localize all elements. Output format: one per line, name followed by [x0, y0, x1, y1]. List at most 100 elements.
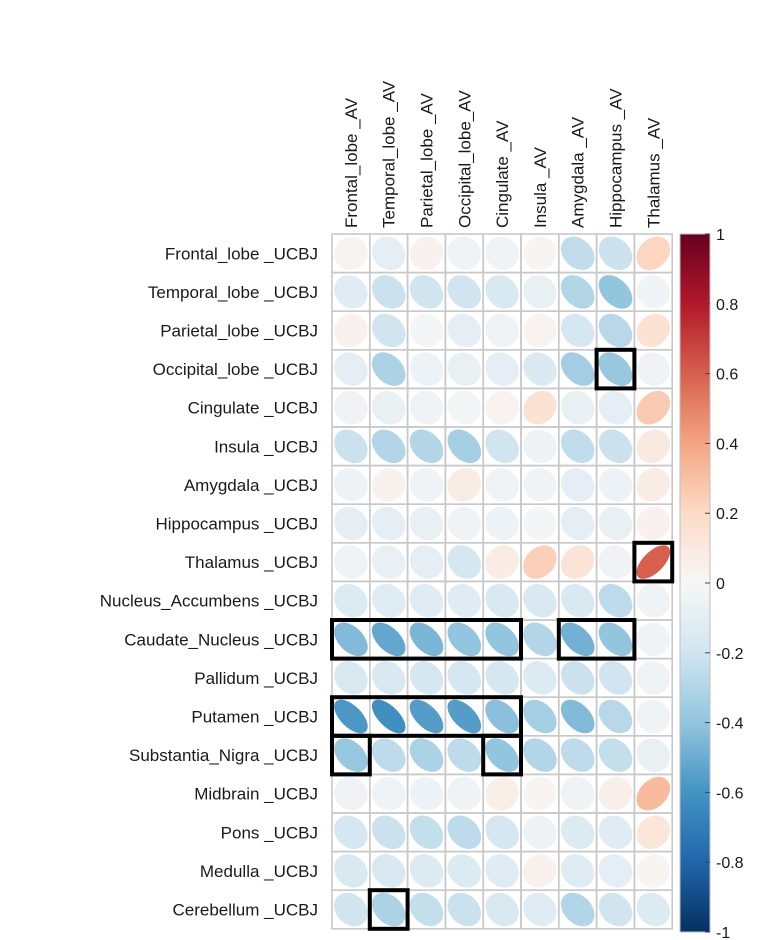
correlation-ellipse: [598, 429, 633, 464]
correlation-ellipse: [523, 275, 557, 309]
correlation-ellipse: [485, 390, 519, 425]
correlation-ellipse: [334, 390, 368, 425]
correlation-ellipse: [371, 661, 406, 695]
correlation-ellipse: [560, 738, 595, 772]
correlation-ellipse: [598, 699, 633, 734]
correlation-ellipse: [560, 699, 595, 734]
row-label: Pons _UCBJ: [221, 823, 318, 842]
row-label: Medulla _UCBJ: [200, 862, 318, 881]
correlation-ellipse: [523, 776, 557, 811]
correlation-ellipse: [598, 390, 633, 425]
correlation-ellipse: [447, 275, 482, 309]
correlation-ellipse: [523, 429, 557, 464]
correlation-ellipse: [447, 429, 482, 464]
correlation-ellipse: [409, 622, 444, 657]
correlation-ellipse: [560, 352, 595, 386]
correlation-ellipse: [485, 699, 519, 734]
correlation-ellipse: [523, 583, 557, 618]
column-label: Occipital_lobe_AV: [455, 90, 474, 228]
correlation-ellipse: [409, 776, 444, 811]
cell-grid: [331, 233, 674, 930]
scale-tick-label: 0.4: [716, 436, 738, 453]
correlation-ellipse: [409, 699, 444, 734]
correlation-ellipse: [598, 892, 633, 927]
scale-tick-label: -0.6: [716, 785, 744, 802]
correlation-ellipse: [598, 275, 633, 309]
correlation-ellipse: [523, 236, 557, 271]
correlation-ellipse: [560, 468, 595, 502]
correlation-ellipse: [523, 815, 557, 850]
correlation-ellipse: [409, 815, 444, 850]
highlight-box: [330, 733, 372, 777]
correlation-ellipse: [636, 429, 671, 464]
correlation-ellipse: [371, 776, 406, 811]
correlation-ellipse: [560, 661, 595, 695]
correlation-ellipse: [485, 661, 519, 695]
correlation-ellipse: [334, 892, 368, 927]
highlight-box: [594, 347, 637, 391]
correlation-ellipse: [447, 815, 482, 850]
correlation-ellipse: [560, 313, 595, 348]
row-label: Caudate_Nucleus _UCBJ: [124, 630, 318, 649]
correlation-ellipse: [636, 352, 671, 386]
correlation-ellipse: [334, 545, 368, 579]
correlation-ellipse: [409, 275, 444, 309]
correlation-ellipse: [371, 699, 406, 734]
correlation-ellipse: [409, 390, 444, 425]
correlation-ellipse: [409, 506, 444, 541]
correlation-ellipse: [636, 236, 671, 271]
row-label: Amygdala _UCBJ: [184, 476, 318, 495]
scale-tick-label: 0.2: [716, 506, 738, 523]
correlation-ellipse: [523, 661, 557, 695]
row-label: Parietal_lobe _UCBJ: [160, 322, 318, 341]
correlation-ellipse: [485, 429, 519, 464]
correlation-ellipse: [409, 583, 444, 618]
scale-tick-label: 0: [716, 576, 725, 593]
correlation-ellipse: [598, 506, 633, 541]
correlation-ellipse: [598, 545, 633, 579]
correlation-ellipse: [485, 776, 519, 811]
correlation-ellipse: [485, 583, 519, 618]
scale-tick-label: -0.8: [716, 855, 744, 872]
correlation-ellipse: [598, 661, 633, 695]
correlation-ellipse: [447, 854, 482, 888]
row-label: Pallidum _UCBJ: [194, 669, 318, 688]
correlation-ellipse: [447, 738, 482, 772]
correlation-ellipse: [334, 506, 368, 541]
correlation-ellipse: [485, 236, 519, 271]
correlation-ellipse: [636, 854, 671, 888]
correlation-ellipse: [523, 892, 557, 927]
row-label: Thalamus _UCBJ: [185, 553, 318, 572]
correlation-ellipse: [447, 583, 482, 618]
correlation-ellipse: [560, 583, 595, 618]
correlation-ellipse: [485, 892, 519, 927]
correlation-ellipse: [560, 854, 595, 888]
grid-cell: [633, 889, 674, 930]
correlation-ellipse: [409, 545, 444, 579]
correlation-ellipse: [598, 815, 633, 850]
highlight-box: [481, 733, 524, 777]
correlation-ellipse: [371, 506, 406, 541]
row-label: Putamen _UCBJ: [191, 708, 318, 727]
correlation-ellipse: [636, 622, 671, 657]
correlation-ellipse: [560, 506, 595, 541]
correlation-ellipse: [636, 506, 671, 541]
correlation-ellipse: [371, 390, 406, 425]
correlation-ellipse: [636, 699, 671, 734]
correlation-ellipse: [447, 661, 482, 695]
row-label: Cerebellum _UCBJ: [173, 901, 319, 920]
correlation-ellipse: [485, 352, 519, 386]
row-label: Cingulate _UCBJ: [188, 399, 318, 418]
correlation-ellipse: [409, 468, 444, 502]
row-label: Frontal_lobe _UCBJ: [165, 244, 318, 263]
column-label: Hippocampus _AV: [607, 88, 626, 228]
correlation-ellipse: [371, 429, 406, 464]
correlation-ellipse: [636, 468, 671, 502]
correlation-ellipse: [598, 583, 633, 618]
correlation-ellipse: [485, 815, 519, 850]
correlation-ellipse: [523, 854, 557, 888]
scale-tick-label: 0.8: [716, 297, 738, 314]
correlation-ellipse: [485, 275, 519, 309]
correlation-ellipse: [334, 236, 368, 271]
correlation-ellipse: [334, 583, 368, 618]
